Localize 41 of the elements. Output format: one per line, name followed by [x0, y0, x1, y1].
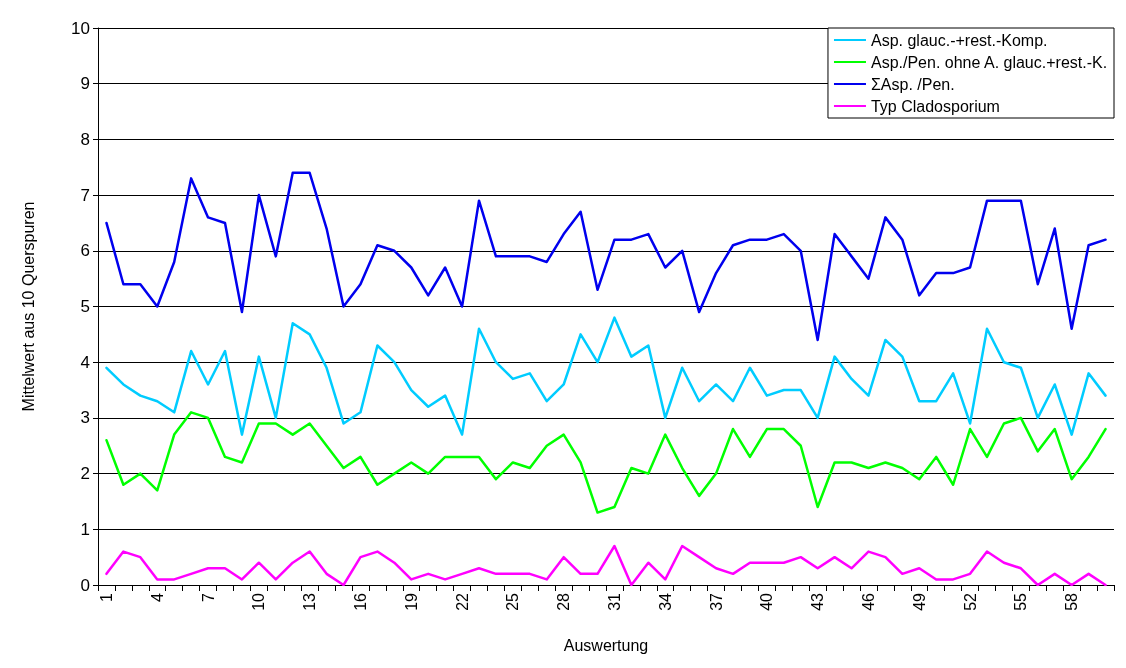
x-tick-label: 7	[199, 592, 217, 602]
x-tick-label: 19	[402, 592, 420, 611]
x-tick-label: 46	[859, 592, 877, 611]
x-tick-label: 4	[148, 592, 166, 602]
line-series	[105, 171, 1107, 342]
y-tick-label: 10	[71, 18, 90, 38]
x-tick-label: 49	[910, 592, 928, 611]
x-tick-label: 43	[809, 592, 827, 611]
y-axis-title: Mittelwert aus 10 Querspuren	[19, 201, 37, 412]
y-tick-label: 2	[80, 464, 90, 484]
y-tick-label: 8	[80, 129, 90, 149]
y-tick-label: 1	[80, 519, 90, 539]
y-tick-label: 5	[80, 297, 90, 316]
x-tick-label: 1	[97, 592, 115, 602]
legend-label: Asp. glauc.-+rest.-Komp.	[870, 31, 1048, 49]
y-tick-label: 9	[80, 74, 90, 94]
x-tick-label: 55	[1012, 592, 1030, 611]
legend-label: Asp./Pen. ohne A. glauc.+rest.-K.	[870, 53, 1108, 71]
y-tick-label: 4	[80, 352, 90, 372]
x-tick-label: 10	[250, 592, 268, 611]
x-tick-label: 34	[656, 592, 674, 611]
line-series	[105, 544, 1107, 587]
line-series	[105, 316, 1107, 436]
legend-label: ΣAsp. /Pen.	[870, 75, 955, 93]
x-tick-label: 31	[605, 592, 623, 611]
x-tick-label: 58	[1063, 592, 1081, 611]
x-tick-label: 25	[504, 592, 522, 611]
y-tick-label: 0	[80, 575, 90, 595]
x-tick-label: 28	[555, 592, 573, 611]
y-tick-label: 6	[80, 241, 90, 261]
line-series	[105, 411, 1107, 514]
x-tick-label: 40	[758, 592, 776, 611]
x-tick-label: 13	[301, 592, 319, 611]
x-tick-label: 22	[453, 592, 471, 611]
x-tick-label: 37	[707, 592, 725, 611]
x-axis-title: Auswertung	[563, 636, 649, 654]
legend-label: Typ Cladosporium	[870, 97, 1000, 115]
x-tick-label: 16	[351, 592, 369, 611]
y-tick-label: 3	[80, 408, 90, 428]
x-tick-label: 52	[961, 592, 979, 611]
y-tick-label: 7	[80, 185, 90, 205]
